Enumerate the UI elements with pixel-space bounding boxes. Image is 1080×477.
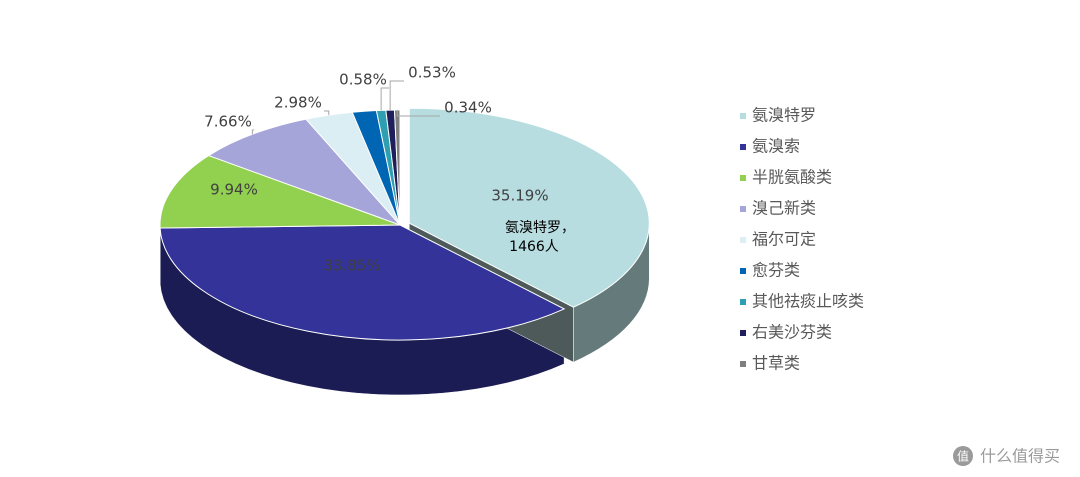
annotation: 1466人 bbox=[509, 239, 559, 255]
legend-marker bbox=[740, 299, 746, 305]
labels: 35.19% 33.85% 9.94% 7.66% 2.98% 0.58% 0.53% 0.3… bbox=[204, 64, 548, 275]
data-label: 35.19% bbox=[491, 187, 548, 205]
legend-label: 氨溴特罗 bbox=[752, 106, 816, 125]
leader-line bbox=[396, 110, 440, 117]
legend-marker bbox=[740, 144, 746, 150]
watermark-icon-bg bbox=[953, 446, 973, 466]
leader-line bbox=[389, 80, 404, 111]
data-label: 33.85% bbox=[323, 257, 380, 275]
legend-marker bbox=[740, 206, 746, 212]
legend-marker bbox=[740, 175, 746, 181]
leader-line bbox=[380, 87, 389, 111]
watermark-icon: 值 bbox=[957, 449, 969, 464]
annotation: 氨溴特罗， bbox=[505, 220, 575, 236]
pie bbox=[159, 107, 650, 396]
legend-marker bbox=[740, 113, 746, 119]
legend-marker bbox=[740, 237, 746, 243]
legend-label: 氨溴索 bbox=[752, 137, 800, 156]
leader-line bbox=[324, 110, 330, 116]
legend-label: 右美沙芬类 bbox=[752, 323, 832, 342]
legend-label: 甘草类 bbox=[752, 354, 800, 373]
watermark: 什么值得买 bbox=[980, 447, 1060, 466]
legend-label: 福尔可定 bbox=[752, 230, 816, 249]
legend-label: 其他祛痰止咳类 bbox=[752, 292, 864, 311]
legend-label: 半胱氨酸类 bbox=[752, 168, 832, 187]
slice bbox=[159, 224, 566, 341]
legend-marker bbox=[740, 330, 746, 336]
legend-marker bbox=[740, 361, 746, 367]
legend-marker bbox=[740, 268, 746, 274]
leader-line bbox=[251, 129, 254, 135]
data-label: 0.58% bbox=[339, 71, 387, 89]
data-label: 0.53% bbox=[408, 64, 456, 82]
data-label: 7.66% bbox=[204, 113, 252, 131]
legend-label: 溴己新类 bbox=[752, 199, 816, 218]
data-label: 0.34% bbox=[444, 99, 492, 117]
slice bbox=[408, 107, 650, 308]
legend-label: 愈芬类 bbox=[752, 261, 800, 280]
slice bbox=[159, 154, 401, 229]
data-label: 2.98% bbox=[274, 94, 322, 112]
data-label: 9.94% bbox=[210, 181, 258, 199]
